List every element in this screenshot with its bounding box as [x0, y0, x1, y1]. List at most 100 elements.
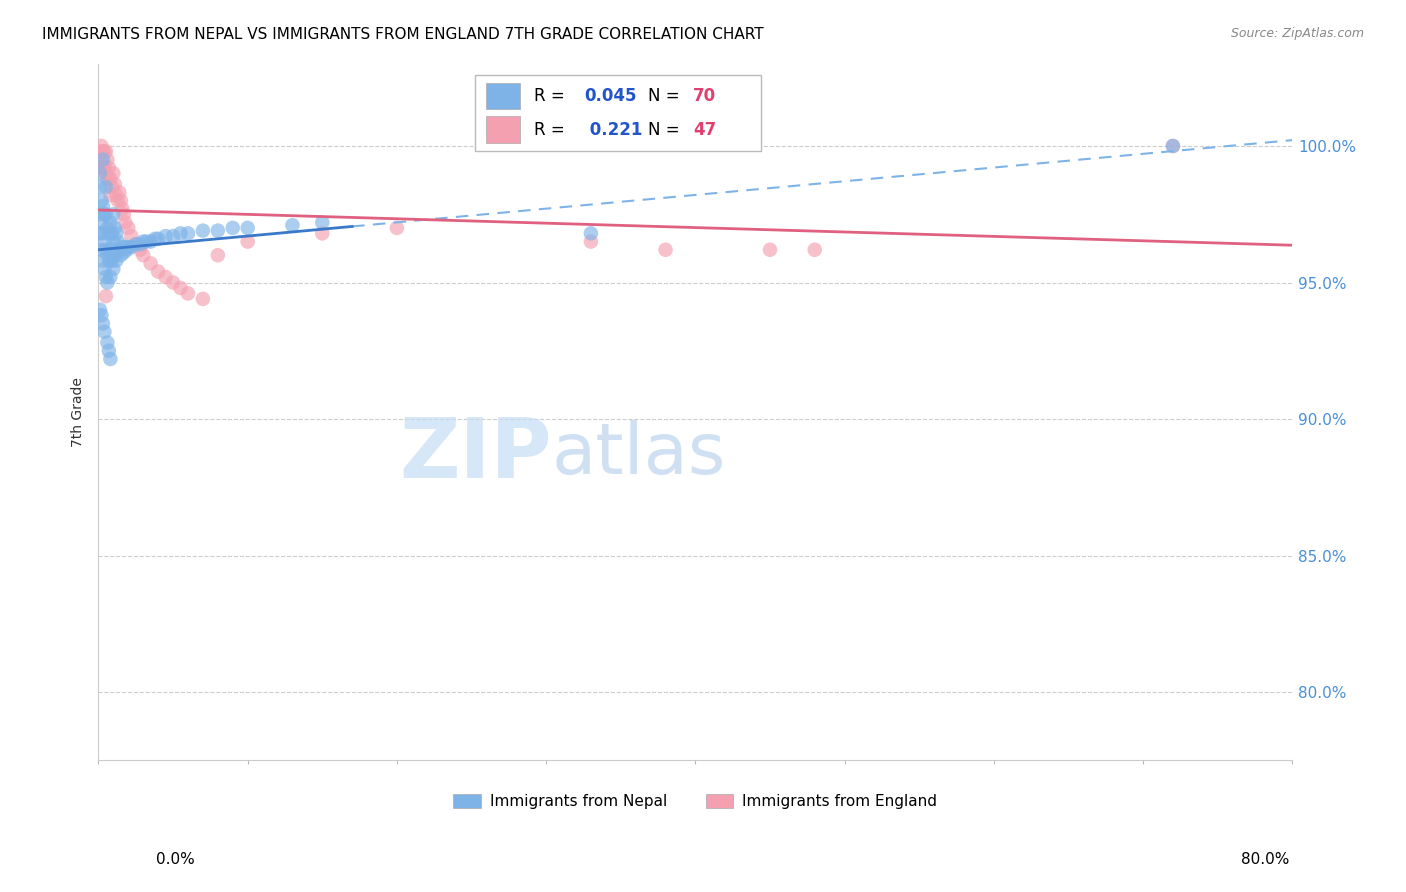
Point	[114, 240, 136, 254]
Point	[93, 325, 115, 339]
Point	[222, 220, 245, 235]
Point	[104, 248, 127, 262]
Point	[89, 207, 111, 221]
Text: IMMIGRANTS FROM NEPAL VS IMMIGRANTS FROM ENGLAND 7TH GRADE CORRELATION CHART: IMMIGRANTS FROM NEPAL VS IMMIGRANTS FROM…	[42, 27, 763, 42]
FancyBboxPatch shape	[486, 116, 520, 143]
Point	[146, 264, 169, 278]
Point	[103, 207, 125, 221]
Point	[207, 248, 229, 262]
Point	[90, 139, 112, 153]
Point	[97, 161, 120, 175]
Point	[654, 243, 676, 257]
Point	[93, 235, 115, 249]
Point	[100, 351, 122, 366]
Point	[105, 188, 128, 202]
Point	[91, 227, 114, 241]
Point	[191, 224, 214, 238]
Point	[103, 166, 125, 180]
Text: 70: 70	[693, 87, 716, 105]
Point	[579, 235, 602, 249]
Point	[117, 220, 139, 235]
Point	[96, 248, 118, 262]
Text: 0.0%: 0.0%	[156, 852, 195, 867]
Point	[91, 153, 114, 167]
Point	[104, 220, 127, 235]
Point	[115, 243, 138, 257]
Point	[96, 153, 118, 167]
Point	[120, 229, 142, 244]
Point	[94, 180, 117, 194]
Point	[96, 171, 118, 186]
Point	[89, 227, 111, 241]
Point	[311, 215, 333, 229]
Point	[579, 227, 602, 241]
Y-axis label: 7th Grade: 7th Grade	[72, 377, 86, 447]
Point	[207, 224, 229, 238]
Point	[101, 227, 124, 241]
Point	[100, 243, 122, 257]
Point	[96, 335, 118, 350]
Point	[169, 281, 191, 295]
Point	[94, 166, 117, 180]
Point	[236, 235, 259, 249]
FancyBboxPatch shape	[486, 83, 520, 110]
Text: ZIP: ZIP	[399, 414, 553, 494]
Point	[759, 243, 782, 257]
Point	[93, 207, 115, 221]
Point	[111, 240, 134, 254]
Point	[89, 161, 111, 175]
Point	[97, 253, 120, 268]
Point	[105, 227, 128, 241]
Text: R =: R =	[534, 87, 565, 105]
Point	[94, 207, 117, 221]
Point	[89, 145, 111, 159]
Text: atlas: atlas	[553, 419, 727, 489]
Point	[90, 215, 112, 229]
Point	[89, 180, 111, 194]
Point	[281, 218, 304, 232]
Point	[108, 243, 131, 257]
Point	[311, 227, 333, 241]
Point	[107, 235, 129, 249]
Point	[135, 235, 157, 249]
Point	[143, 232, 166, 246]
Point	[90, 153, 112, 167]
Point	[114, 215, 136, 229]
Point	[162, 276, 184, 290]
Text: 47: 47	[693, 120, 716, 138]
Point	[1161, 139, 1184, 153]
Point	[110, 194, 132, 208]
Point	[90, 308, 112, 322]
Point	[97, 343, 120, 358]
Point	[104, 178, 127, 192]
Point	[90, 243, 112, 257]
Text: R =: R =	[534, 120, 565, 138]
Point	[93, 161, 115, 175]
Point	[129, 243, 152, 257]
Point	[112, 207, 135, 221]
Point	[94, 270, 117, 285]
Point	[132, 235, 155, 249]
Point	[117, 240, 139, 254]
Point	[177, 227, 200, 241]
Point	[112, 245, 135, 260]
FancyBboxPatch shape	[474, 75, 761, 151]
Point	[129, 237, 152, 252]
Point	[125, 237, 148, 252]
Point	[91, 145, 114, 159]
Point	[385, 220, 408, 235]
Point	[169, 227, 191, 241]
Point	[100, 270, 122, 285]
Point	[91, 161, 114, 175]
Point	[91, 199, 114, 213]
Point	[103, 261, 125, 276]
Point	[101, 180, 124, 194]
Point	[120, 240, 142, 254]
Point	[94, 243, 117, 257]
Point	[139, 256, 162, 270]
Legend: Immigrants from Nepal, Immigrants from England: Immigrants from Nepal, Immigrants from E…	[447, 788, 943, 815]
Point	[100, 171, 122, 186]
Point	[105, 253, 128, 268]
Point	[803, 243, 825, 257]
Text: 0.221: 0.221	[585, 120, 643, 138]
